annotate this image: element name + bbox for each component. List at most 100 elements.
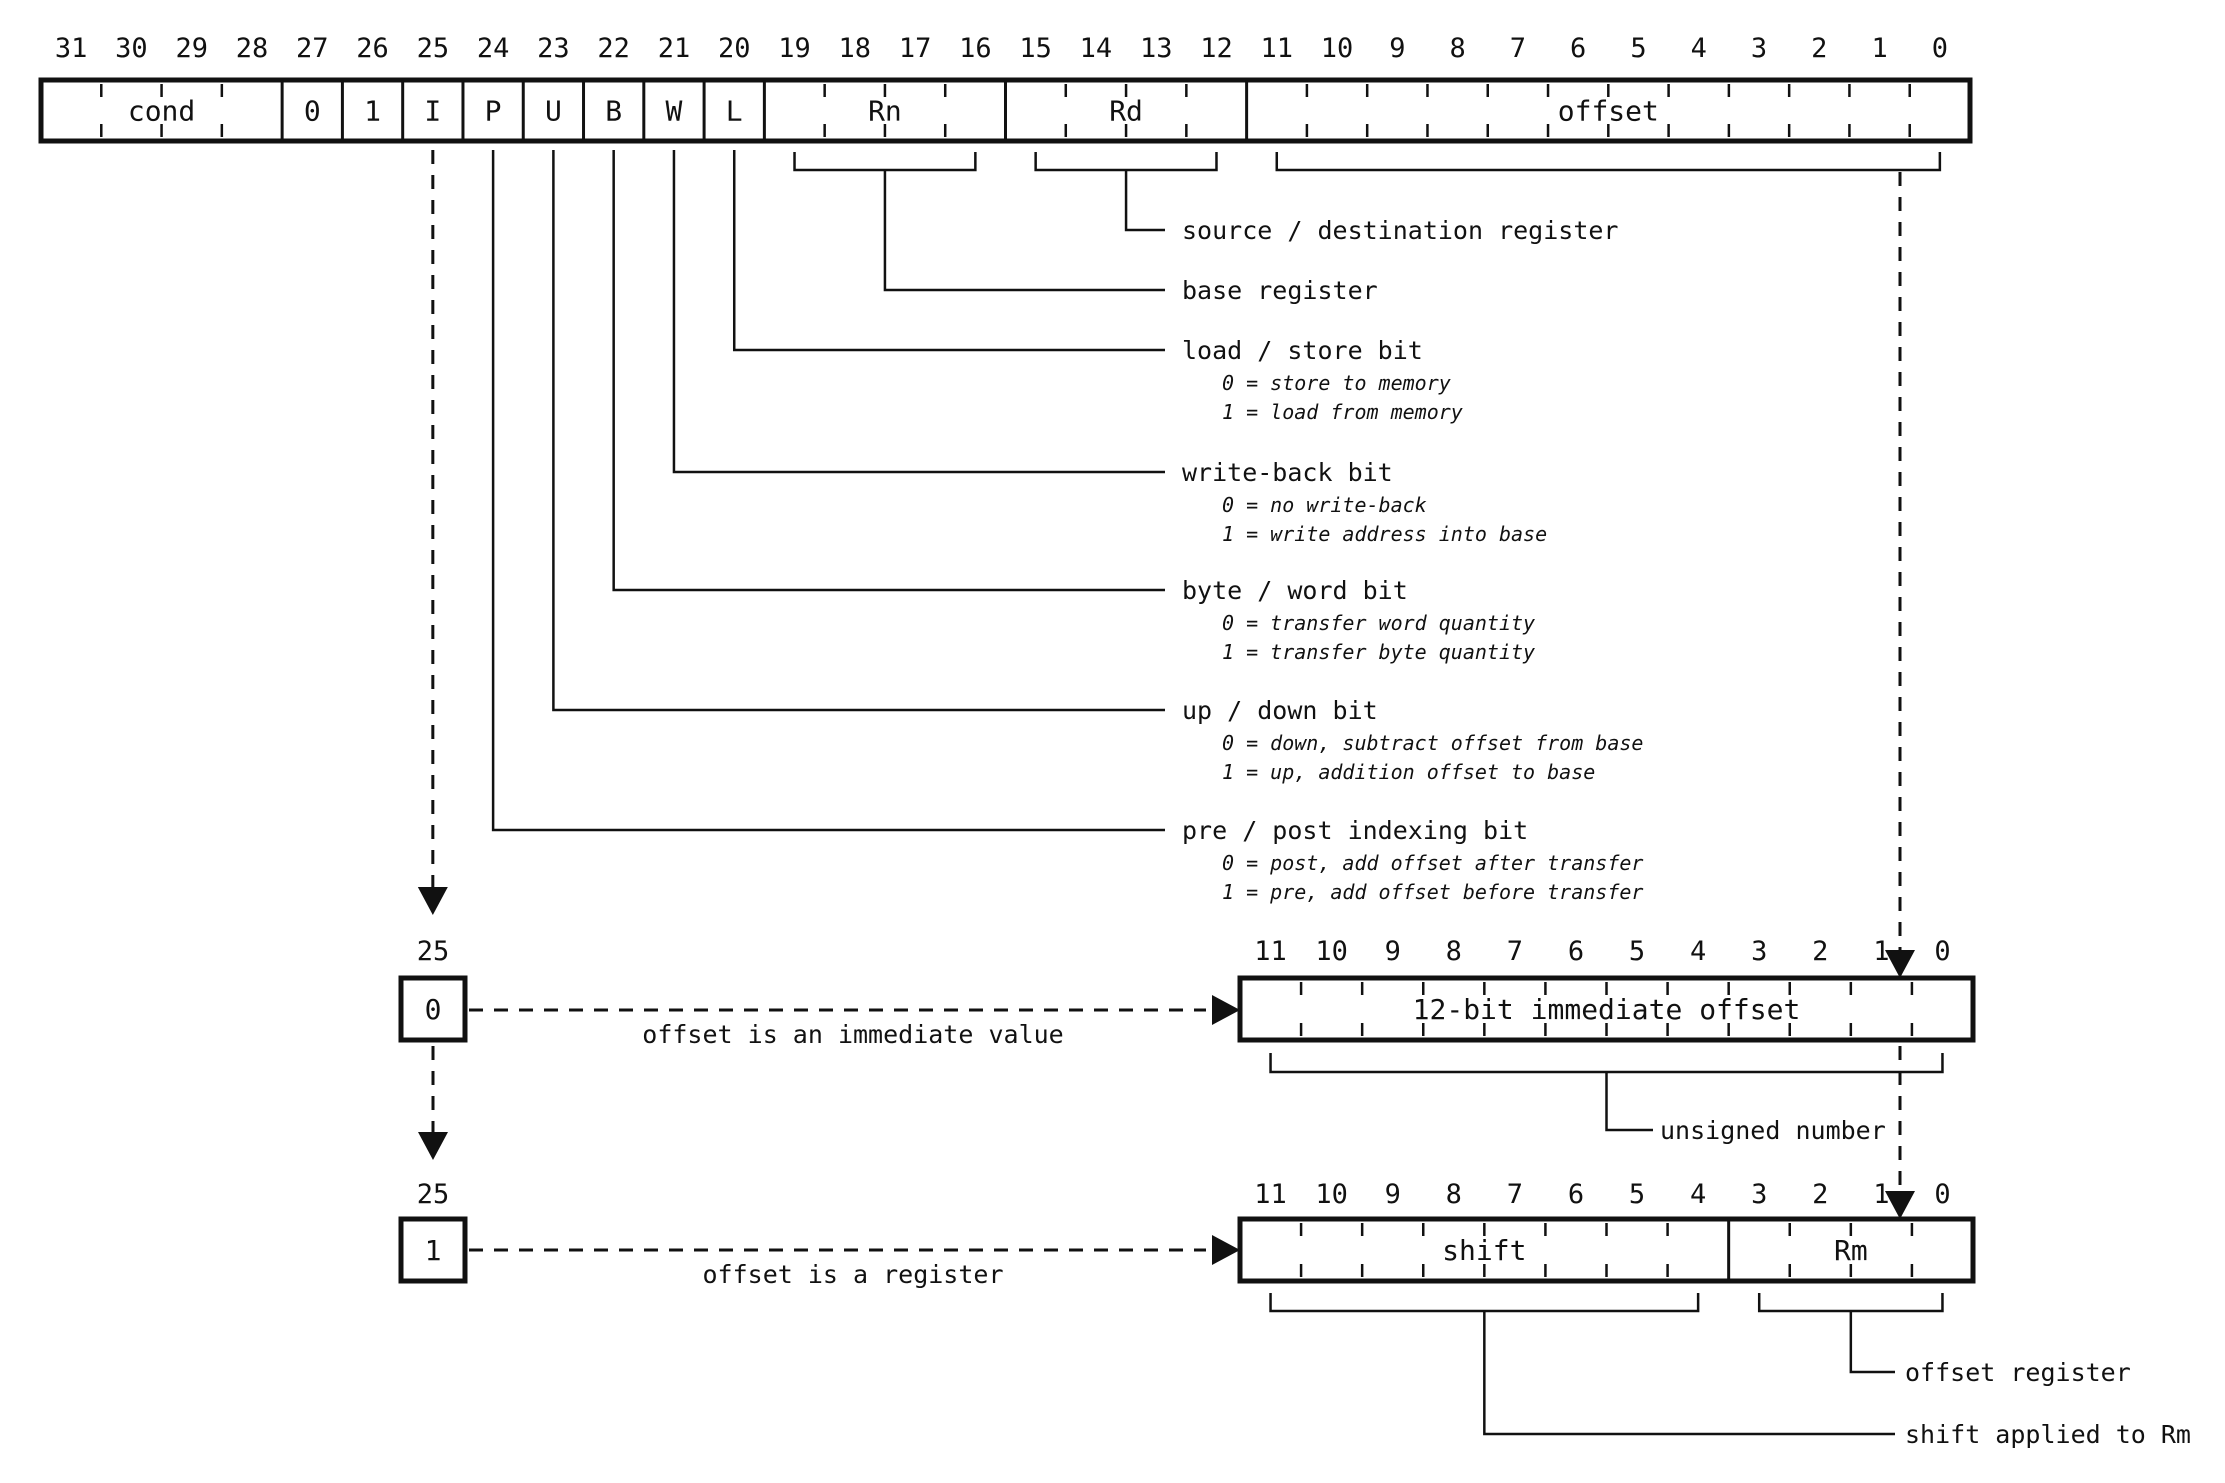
bit-number-label: 3 (1751, 33, 1767, 64)
bit-number-label: 1 (1873, 936, 1889, 967)
bit-number-label: 3 (1751, 1179, 1767, 1210)
bit-number-label: 4 (1690, 1179, 1706, 1210)
callout-line-offset-register (1849, 1311, 1895, 1374)
bit-number-label: 2 (1811, 33, 1827, 64)
bit-number-label: 0 (1934, 936, 1950, 967)
field-label-rd: Rd (1109, 95, 1143, 128)
annotation-subline: 1 = up, addition offset to base (1222, 760, 1595, 784)
bit-number-label: 17 (899, 33, 932, 64)
bracket-label-offset-register: offset register (1905, 1358, 2131, 1387)
bracket-label-shift-applied-to-rm: shift applied to Rm (1905, 1420, 2191, 1449)
bit-number-label: 2 (1812, 936, 1828, 967)
bit-number-label: 7 (1510, 33, 1526, 64)
field-label-w: W (666, 95, 683, 128)
offset-arrowhead-down-icon (1885, 950, 1915, 978)
bit-number-label: 22 (597, 33, 630, 64)
field-label-shift: shift (1442, 1234, 1526, 1267)
bit-number-label: 5 (1629, 936, 1645, 967)
field-label-i: I (424, 95, 441, 128)
i-bit-number-label: 25 (417, 1179, 450, 1210)
callout-line-write-back-bit (672, 150, 1165, 474)
annotation-label-base-register: base register (1182, 276, 1378, 305)
bit-number-label: 10 (1315, 1179, 1348, 1210)
field-label-offset: offset (1558, 95, 1659, 128)
bit-number-label: 8 (1449, 33, 1465, 64)
i-bit-number-label: 25 (417, 936, 450, 967)
bit-number-label: 30 (115, 33, 148, 64)
field-label-u: U (545, 95, 562, 128)
variant-caption-offset-is-an-immediate-value: offset is an immediate value (642, 1020, 1063, 1049)
annotation-subline: 1 = transfer byte quantity (1222, 640, 1535, 664)
bit-number-label: 6 (1570, 33, 1586, 64)
variant-caption-offset-is-a-register: offset is a register (702, 1260, 1003, 1289)
annotation-subline: 0 = transfer word quantity (1222, 611, 1535, 635)
bit-number-label: 7 (1507, 936, 1523, 967)
bit-number-label: 8 (1446, 936, 1462, 967)
bracket-shift-applied-to-rm (1269, 1293, 1700, 1313)
bit-number-label: 5 (1630, 33, 1646, 64)
bit-number-label: 20 (718, 33, 751, 64)
bracket-offset-register (1757, 1293, 1944, 1313)
bit-number-label: 10 (1315, 936, 1348, 967)
callout-line-load-store-bit (732, 150, 1165, 352)
annotation-subline: 1 = load from memory (1222, 400, 1463, 424)
i-bit-value-label: 0 (425, 993, 442, 1026)
annotation-label-byte-word-bit: byte / word bit (1182, 576, 1408, 605)
bit-number-label: 29 (175, 33, 208, 64)
bit-number-label: 28 (236, 33, 269, 64)
annotation-label-up-down-bit: up / down bit (1182, 696, 1378, 725)
bit-number-label: 31 (55, 33, 88, 64)
bracket-unsigned-number (1269, 1053, 1944, 1074)
bit-number-label: 9 (1385, 936, 1401, 967)
bit-number-label: 11 (1254, 936, 1287, 967)
i-bit-value-box (398, 975, 468, 1043)
bit-number-label: 11 (1261, 33, 1294, 64)
bit-number-label: 1 (1871, 33, 1887, 64)
bit-number-label: 24 (477, 33, 510, 64)
bit-number-label: 6 (1568, 936, 1584, 967)
bit-number-label: 25 (417, 33, 450, 64)
bit-number-label: 23 (537, 33, 570, 64)
bit-number-label: 6 (1568, 1179, 1584, 1210)
bit-number-label: 11 (1254, 1179, 1287, 1210)
bracket-under-rn (793, 152, 977, 172)
callout-line-pre-post-indexing-bit (491, 150, 1165, 832)
bracket-under-rd (1034, 152, 1218, 172)
annotation-subline: 0 = post, add offset after transfer (1222, 851, 1643, 875)
bit-number-label: 15 (1019, 33, 1052, 64)
bit-number-label: 21 (658, 33, 691, 64)
annotation-subline: 1 = pre, add offset before transfer (1222, 880, 1643, 904)
i-bit-value-label: 1 (425, 1234, 442, 1267)
annotation-label-load-store-bit: load / store bit (1182, 336, 1423, 365)
callout-line-base-register (883, 170, 1165, 292)
bit-number-label: 0 (1934, 1179, 1950, 1210)
i-bit-arrowhead-down-icon (417, 887, 448, 915)
bit-number-label: 4 (1691, 33, 1707, 64)
bit-number-label: 13 (1140, 33, 1173, 64)
variant-arrowhead-right-icon (1212, 995, 1240, 1025)
callout-line-up-down-bit (552, 150, 1165, 712)
bit-number-label: 1 (1873, 1179, 1889, 1210)
bit-number-label: 27 (296, 33, 329, 64)
annotation-subline: 0 = down, subtract offset from base (1222, 731, 1643, 755)
bit-number-label: 16 (959, 33, 992, 64)
field-label-cond: cond (128, 95, 195, 128)
bracket-under-offset (1275, 152, 1942, 172)
annotation-label-source-destination-register: source / destination register (1182, 216, 1619, 245)
offset-arrowhead-down-icon (1885, 1191, 1915, 1219)
bit-number-label: 3 (1751, 936, 1767, 967)
bit-number-label: 10 (1321, 33, 1354, 64)
annotation-subline: 0 = no write-back (1222, 493, 1427, 517)
bit-number-label: 0 (1932, 33, 1948, 64)
field-label-1: 1 (364, 95, 381, 128)
bit-number-label: 2 (1812, 1179, 1828, 1210)
bit-number-label: 8 (1446, 1179, 1462, 1210)
field-label-l: L (726, 95, 743, 128)
field-label-b: B (605, 95, 622, 128)
callout-line-shift-applied-to-rm (1483, 1311, 1895, 1436)
annotation-subline: 1 = write address into base (1222, 522, 1547, 546)
bit-number-label: 4 (1690, 936, 1706, 967)
bit-number-label: 9 (1385, 1179, 1401, 1210)
